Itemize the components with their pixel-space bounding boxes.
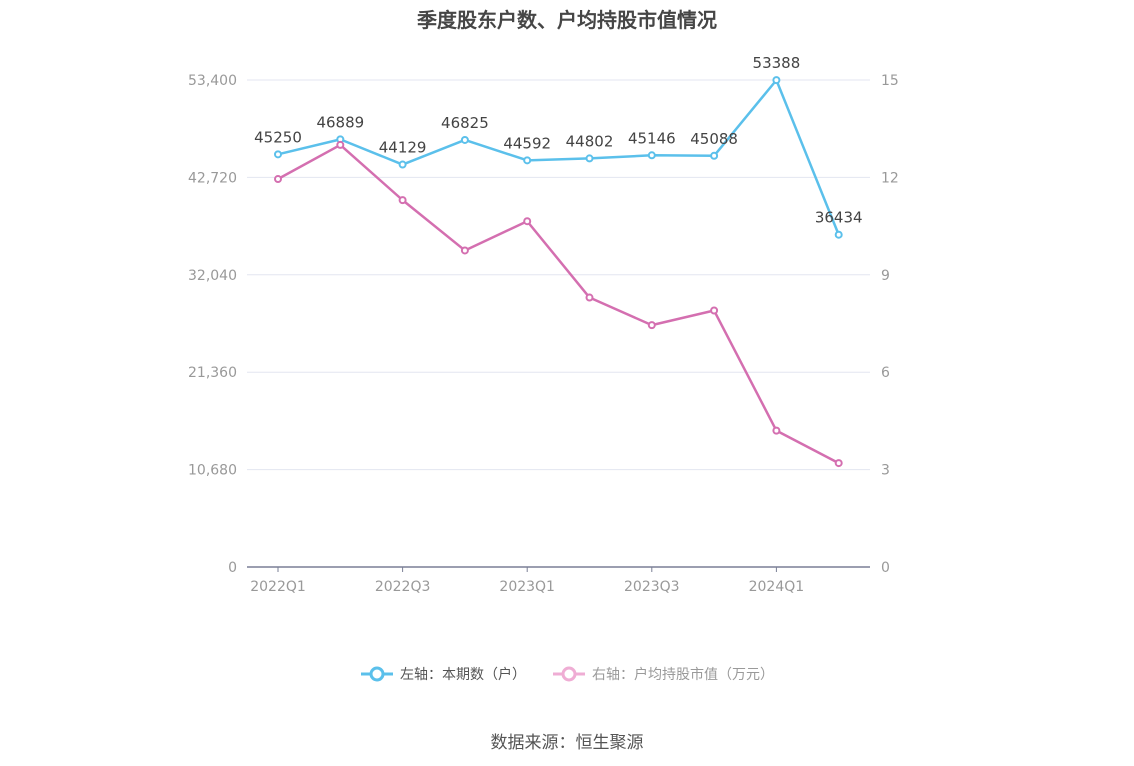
data-label: 45088 xyxy=(690,130,738,148)
series-line-avg-value xyxy=(277,143,840,465)
data-point-avg-value xyxy=(336,140,345,149)
data-point-avg-value xyxy=(647,321,656,330)
series-lines xyxy=(274,76,843,468)
line-circle-icon xyxy=(361,666,393,682)
data-point-avg-value xyxy=(398,196,407,205)
x-tick-label: 2023Q3 xyxy=(624,579,680,595)
data-point-households xyxy=(585,154,594,163)
data-point-households xyxy=(834,230,843,239)
data-point-households xyxy=(710,151,719,160)
x-tick-label: 2022Q1 xyxy=(250,579,306,595)
grid-lines xyxy=(247,79,870,471)
data-label: 44129 xyxy=(379,139,427,157)
left-tick-label: 0 xyxy=(228,560,237,576)
x-tick-label: 2024Q1 xyxy=(749,579,805,595)
right-tick-label: 3 xyxy=(881,463,890,479)
data-point-avg-value xyxy=(834,459,843,468)
data-point-households xyxy=(398,160,407,169)
x-axis-ticks: 2022Q1 2022Q3 2023Q1 2023Q3 2024Q1 xyxy=(250,567,804,595)
left-axis-ticks: 0 10,680 21,360 32,040 42,720 53,400 xyxy=(188,73,237,576)
data-label: 44802 xyxy=(566,132,614,150)
right-tick-label: 15 xyxy=(881,73,899,89)
left-tick-label: 32,040 xyxy=(188,268,237,284)
data-label: 45146 xyxy=(628,129,676,147)
data-point-avg-value xyxy=(274,175,282,184)
data-label: 46889 xyxy=(316,113,364,131)
legend-item-left-series[interactable]: 左轴：本期数（户） xyxy=(360,664,526,684)
data-label: 44592 xyxy=(503,134,551,152)
legend-item-right-series[interactable]: 右轴：户均持股市值（万元） xyxy=(552,664,774,684)
data-point-avg-value xyxy=(460,246,469,255)
left-tick-label: 10,680 xyxy=(188,463,237,479)
source-note: 数据来源：恒生聚源 xyxy=(490,733,644,753)
right-tick-label: 0 xyxy=(881,560,890,576)
data-point-avg-value xyxy=(523,217,532,226)
data-point-households xyxy=(647,151,656,160)
left-tick-label: 21,360 xyxy=(188,365,237,381)
legend: 左轴：本期数（户） 右轴：户均持股市值（万元） xyxy=(0,664,1134,684)
series-line-households xyxy=(277,78,840,236)
data-label: 53388 xyxy=(753,54,801,72)
left-tick-label: 42,720 xyxy=(188,170,237,186)
right-tick-label: 6 xyxy=(881,365,890,381)
line-circle-icon xyxy=(553,666,585,682)
data-point-households xyxy=(523,156,532,165)
right-tick-label: 9 xyxy=(881,268,890,284)
data-point-avg-value xyxy=(585,293,594,302)
data-point-avg-value xyxy=(710,306,719,315)
data-labels: 45250 46889 44129 46825 44592 44802 45146 45088… xyxy=(254,54,862,227)
data-point-households xyxy=(460,135,469,144)
x-tick-label: 2022Q3 xyxy=(375,579,431,595)
right-axis-ticks: 0 3 6 9 12 15 xyxy=(881,73,899,576)
x-tick-label: 2023Q1 xyxy=(499,579,555,595)
data-label: 45250 xyxy=(254,128,302,146)
data-point-avg-value xyxy=(772,426,781,435)
data-label: 36434 xyxy=(815,209,863,227)
chart-title: 季度股东户数、户均持股市值情况 xyxy=(417,8,717,32)
legend-label: 左轴：本期数（户） xyxy=(400,667,526,683)
data-point-households xyxy=(274,150,282,159)
left-tick-label: 53,400 xyxy=(188,73,237,89)
legend-label: 右轴：户均持股市值（万元） xyxy=(592,667,774,683)
data-label: 46825 xyxy=(441,114,489,132)
data-point-households xyxy=(772,76,781,85)
right-tick-label: 12 xyxy=(881,170,899,186)
